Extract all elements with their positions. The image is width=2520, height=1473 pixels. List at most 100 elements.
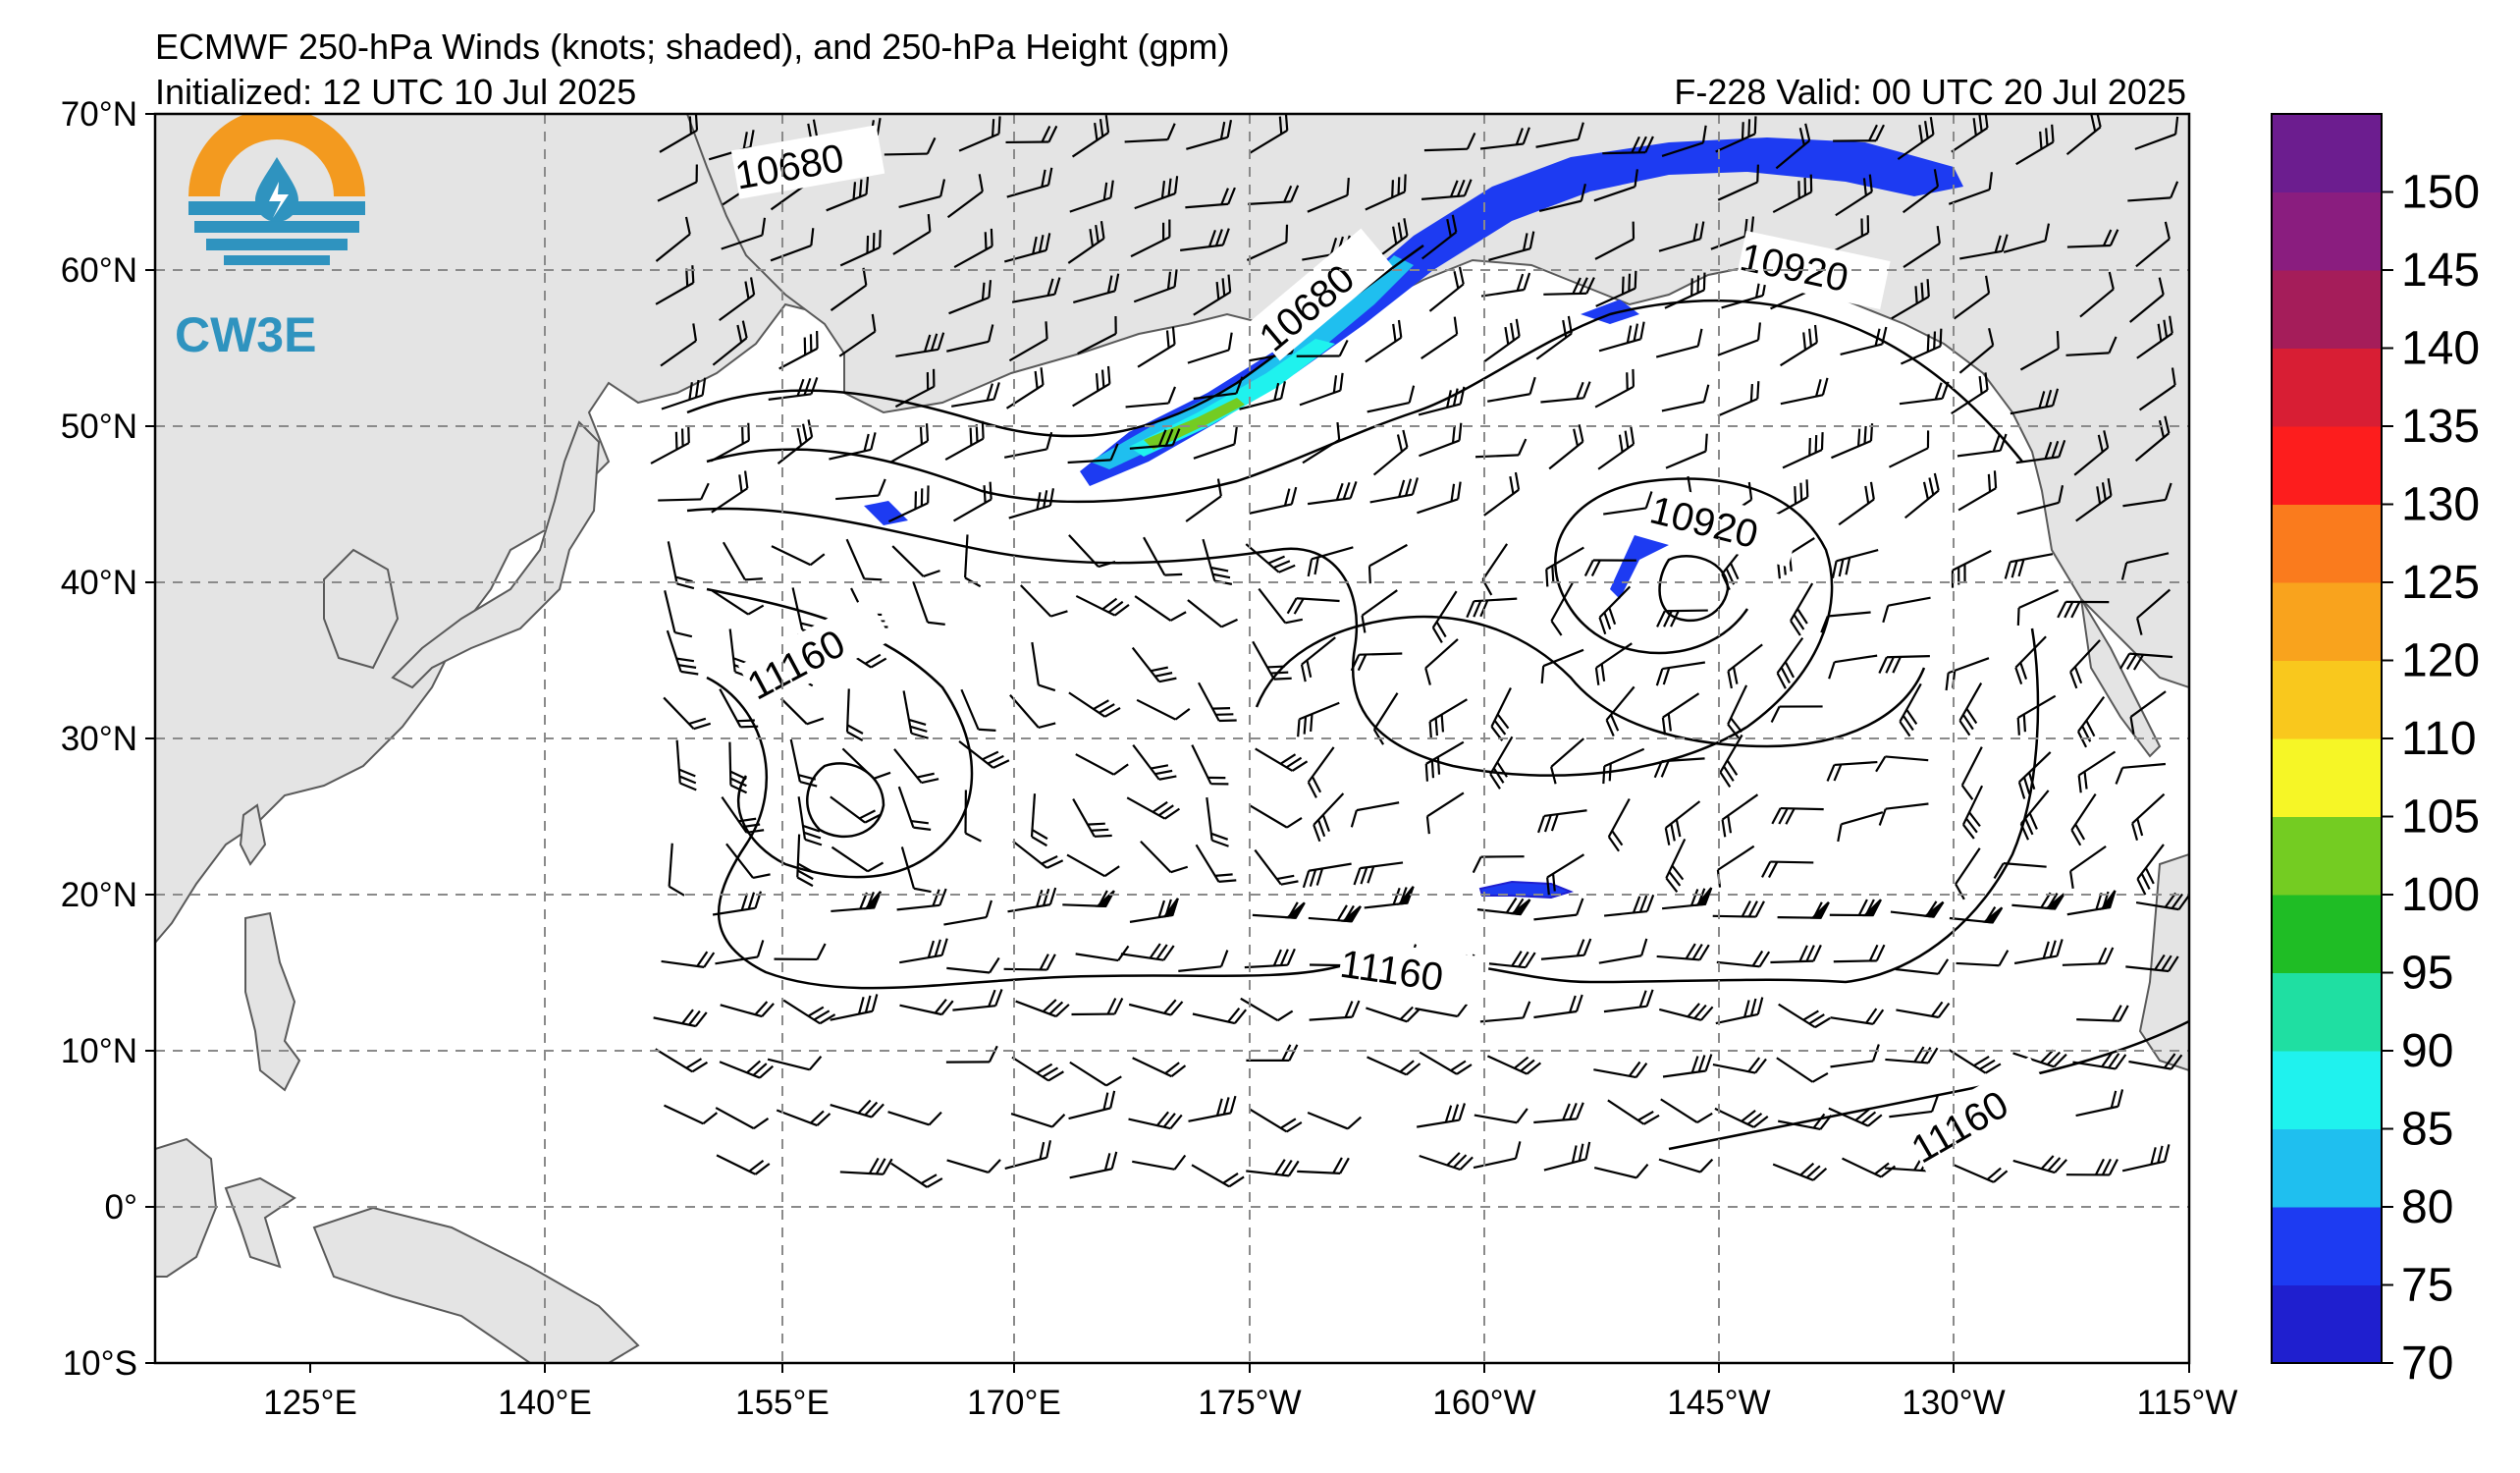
wind-barb (1538, 183, 1586, 213)
wind-barb (1607, 1099, 1660, 1125)
wind-barb (1004, 1140, 1052, 1171)
wind-barb (1128, 1111, 1183, 1130)
wind-barb (896, 888, 947, 911)
wind-barb (1770, 705, 1823, 724)
wind-barb (2136, 315, 2173, 359)
wind-barb (1367, 1056, 1421, 1076)
wind-barb (1418, 386, 1466, 416)
wind-barb (1473, 1141, 1522, 1170)
wind-barb (2131, 792, 2166, 841)
wind-barb (1249, 114, 1289, 154)
wind-barb (946, 956, 1000, 974)
wind-barb (1191, 744, 1229, 786)
wind-barb (1071, 115, 1110, 158)
colorbar-bin (2272, 738, 2382, 817)
wind-barb (2136, 588, 2171, 635)
wind-barb (721, 217, 767, 250)
wind-barb (1246, 224, 1289, 261)
wind-barb (1428, 698, 1468, 739)
wind-barb (2135, 221, 2171, 268)
wind-barb (722, 541, 763, 581)
wind-barb (1006, 167, 1053, 198)
wind-barb (1826, 760, 1878, 782)
wind-barb (721, 795, 765, 834)
wind-barb (1488, 231, 1535, 261)
wind-barb (776, 1109, 831, 1127)
wind-barb (1472, 855, 1525, 874)
wind-barb (2125, 954, 2179, 973)
wind-barb (1533, 994, 1583, 1019)
wind-barb (1835, 174, 1873, 217)
wind-barb (1878, 655, 1930, 674)
wind-barb (1721, 793, 1759, 838)
wind-barb (1246, 1159, 1300, 1177)
wind-barb (900, 846, 932, 894)
wind-barb (1727, 684, 1748, 739)
wind-barb (1075, 753, 1129, 776)
wind-barb (1772, 174, 1813, 214)
wind-barb (1665, 838, 1687, 893)
wind-barb (1603, 989, 1654, 1013)
wind-barb (1875, 755, 1929, 773)
wind-barb (1598, 585, 1632, 635)
wind-barb (1903, 472, 1940, 519)
wind-barb (2011, 892, 2065, 910)
wind-barb (1428, 266, 1465, 312)
lon-label-140e: 140°E (498, 1384, 592, 1422)
wind-barb (1307, 746, 1335, 798)
lat-label-0: 0° (105, 1188, 137, 1227)
wind-barb (1302, 421, 1341, 464)
wind-barb (1421, 214, 1458, 260)
colorbar-bin (2272, 582, 2382, 661)
wind-barb (716, 1154, 771, 1175)
wind-barb (2115, 762, 2167, 785)
wind-barb (1782, 432, 1824, 469)
wind-barb (1770, 944, 1822, 964)
wind-barb (1664, 272, 1706, 309)
wind-barb (830, 1099, 885, 1118)
wind-barb (1245, 543, 1296, 573)
taiwan-land (239, 803, 267, 866)
wind-barb (711, 470, 749, 514)
wind-barb (2003, 223, 2051, 253)
wind-barb (1431, 590, 1458, 644)
wind-barb (1249, 1108, 1303, 1133)
wind-barb (1069, 180, 1114, 213)
wind-barb (728, 741, 748, 794)
wind-barb (841, 747, 891, 780)
wind-barb (891, 545, 940, 577)
wind-barb (1543, 1141, 1591, 1172)
wind-barb (1540, 648, 1584, 684)
wind-barb (1419, 1152, 1474, 1172)
wind-barb (1309, 1000, 1361, 1021)
wind-barb (943, 900, 992, 926)
wind-barb (1655, 328, 1703, 358)
wind-barb (1828, 1107, 1883, 1127)
colorbar-tick-label: 125 (2401, 557, 2480, 609)
colorbar-bin (2272, 1284, 2382, 1364)
colorbar-bin (2272, 816, 2382, 896)
wind-barb (1727, 643, 1763, 689)
wind-barb (1653, 757, 1705, 779)
wind-barb (1131, 646, 1177, 683)
lat-label-10s: 10°S (63, 1344, 137, 1383)
wind-barb (659, 114, 699, 153)
wind-barb (660, 323, 698, 367)
wind-barb (1957, 470, 1998, 512)
lat-label-70n: 70°N (61, 95, 137, 134)
wind-barb (946, 1159, 1001, 1174)
wind-barb (663, 696, 712, 731)
logo-text: CW3E (175, 307, 316, 362)
wind-barb (1602, 136, 1654, 155)
wind-barb (1474, 438, 1528, 459)
lon-label-170e: 170°E (967, 1384, 1061, 1422)
wind-barb (1604, 894, 1655, 917)
wind-barb (1483, 471, 1521, 517)
wind-barb (2057, 600, 2110, 619)
wind-barb (2010, 388, 2060, 415)
wind-barb (1030, 793, 1048, 847)
colorbar-bin (2272, 270, 2382, 349)
wind-barb (1546, 853, 1585, 896)
wind-barb (944, 420, 985, 462)
wind-barb (1829, 899, 1882, 917)
